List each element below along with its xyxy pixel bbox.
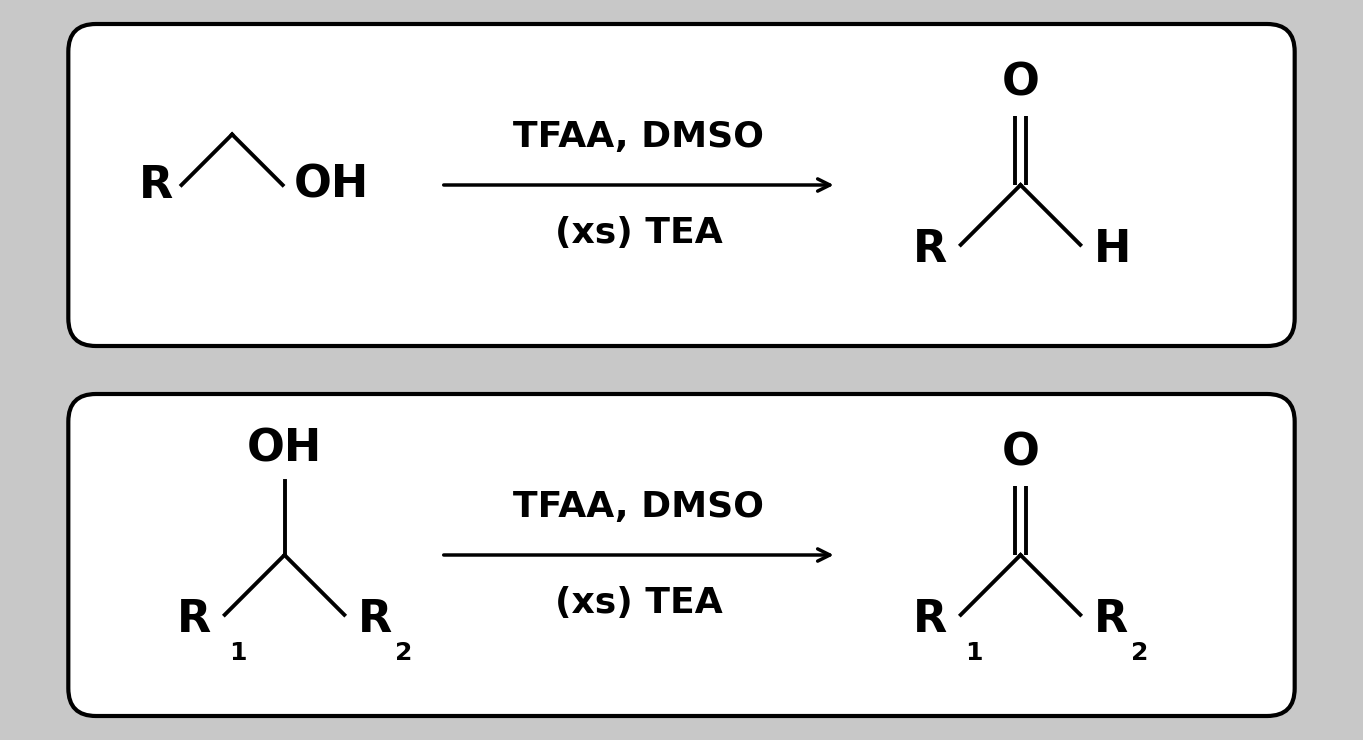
Text: O: O: [1002, 62, 1040, 105]
Text: (xs) TEA: (xs) TEA: [555, 586, 722, 620]
Text: TFAA, DMSO: TFAA, DMSO: [514, 120, 765, 154]
Text: OH: OH: [293, 164, 369, 206]
Text: R: R: [177, 598, 211, 641]
Text: (xs) TEA: (xs) TEA: [555, 216, 722, 250]
Text: H: H: [1094, 228, 1131, 271]
Text: O: O: [1002, 432, 1040, 475]
Text: OH: OH: [247, 428, 322, 471]
Text: 1: 1: [229, 641, 247, 665]
Text: R: R: [913, 598, 947, 641]
Text: 2: 2: [395, 641, 412, 665]
Text: 2: 2: [1131, 641, 1148, 665]
Text: R: R: [139, 164, 173, 206]
Text: R: R: [913, 228, 947, 271]
FancyBboxPatch shape: [68, 394, 1295, 716]
Text: R: R: [358, 598, 393, 641]
Text: R: R: [1094, 598, 1129, 641]
FancyBboxPatch shape: [68, 24, 1295, 346]
Text: 1: 1: [965, 641, 983, 665]
Text: TFAA, DMSO: TFAA, DMSO: [514, 490, 765, 524]
